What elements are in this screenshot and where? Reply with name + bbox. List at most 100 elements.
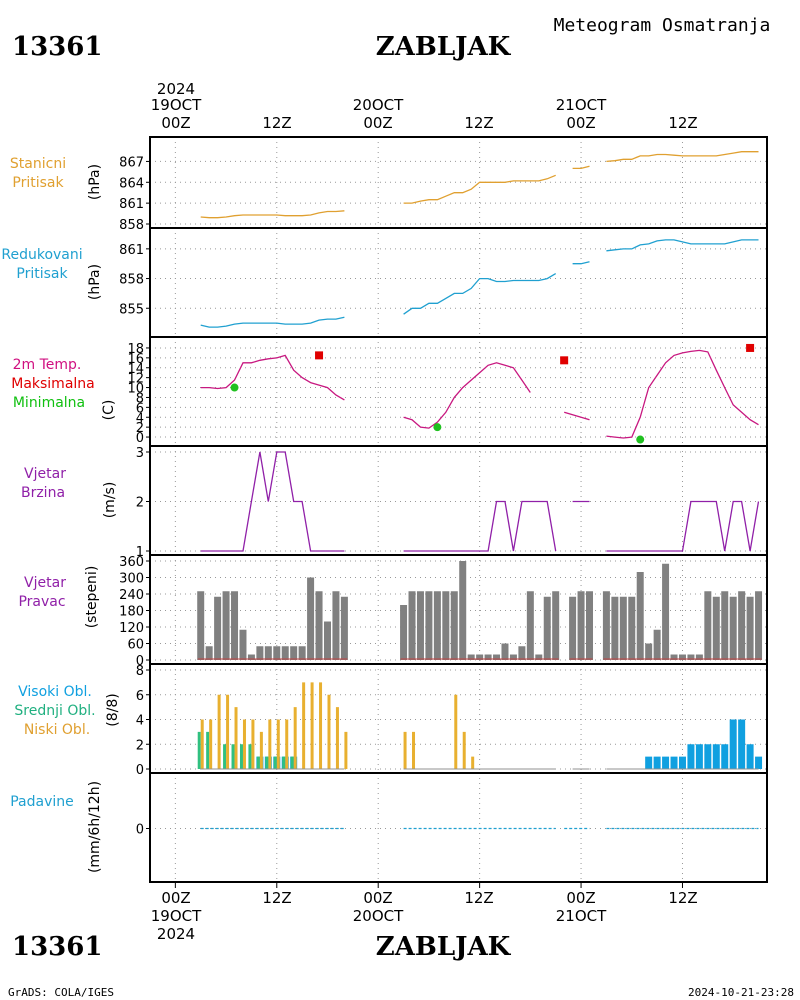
cloud-bar xyxy=(293,707,297,769)
cloud-bar xyxy=(319,682,323,769)
tmax-marker xyxy=(315,351,324,360)
wind-dir-bar xyxy=(721,591,729,660)
bottom-day-label-3: 21OCT xyxy=(556,907,607,925)
ytick-label: 1 xyxy=(136,545,144,560)
ytick-label: 2 xyxy=(136,496,144,511)
wind-dir-bar xyxy=(526,591,534,660)
wind-dir-bar xyxy=(315,591,323,660)
ytick-label: 4 xyxy=(136,411,144,426)
cloud-bar xyxy=(412,731,416,769)
series-line xyxy=(606,151,759,163)
wind-dir-bar xyxy=(746,596,754,660)
ytick-label: 0 xyxy=(136,823,144,838)
wind-dir-bar xyxy=(602,591,610,660)
cloud-bar xyxy=(197,731,201,769)
cloud-bar xyxy=(223,744,227,769)
cloud-bar xyxy=(712,744,720,769)
ytick-label: 0 xyxy=(136,431,144,446)
bottom-day-label-1: 19OCT xyxy=(151,907,202,925)
plot-panels: 8588618648678558588610246810121416181230… xyxy=(119,136,768,888)
cloud-bar xyxy=(259,731,263,769)
series-line xyxy=(403,174,556,204)
panel-reduced: 855 858 861 xyxy=(119,227,768,338)
bottom-hour-label-2: 12Z xyxy=(262,889,291,907)
wind-dir-bar xyxy=(755,591,763,660)
wind-dir-bar xyxy=(678,654,686,660)
panel-frame xyxy=(149,336,768,447)
top-day-label-2: 20OCT xyxy=(353,96,404,114)
series-line xyxy=(200,316,345,328)
ytick-label: 855 xyxy=(119,302,144,317)
wind-dir-bar xyxy=(290,646,298,660)
footer-station-name: ZABLJAK xyxy=(376,932,512,962)
wind-dir-bar xyxy=(273,646,281,660)
series-line xyxy=(200,354,345,401)
bottom-hour-label-3: 00Z xyxy=(363,889,392,907)
wind-dir-bar xyxy=(442,591,450,660)
bottom-day-label-2: 20OCT xyxy=(353,907,404,925)
wind-dir-bar xyxy=(476,654,484,660)
footer-credit: GrADS: COLA/IGES xyxy=(8,986,114,999)
cloud-bar xyxy=(695,744,703,769)
label-wind-dir-1: Vjetar xyxy=(24,575,66,591)
ytick-label: 0 xyxy=(136,654,144,669)
chart-title: Meteogram Osmatranja xyxy=(554,15,771,36)
cloud-bar xyxy=(273,756,277,769)
cloud-bar xyxy=(344,731,348,769)
series-line xyxy=(606,500,760,552)
panel-pressure: 858 861 864 867 xyxy=(119,136,768,233)
wind-dir-bar xyxy=(256,646,264,660)
unit-precip: (mm/6h/12h) xyxy=(87,781,103,873)
ytick-label: 3 xyxy=(136,446,144,461)
ytick-label: 0 xyxy=(136,763,144,778)
cloud-bar xyxy=(670,756,678,769)
label-pressure-1: Stanicni xyxy=(10,156,66,172)
wind-dir-bar xyxy=(197,591,205,660)
ytick-label: 861 xyxy=(119,197,144,212)
cloud-bar xyxy=(226,694,230,769)
wind-dir-bar xyxy=(552,591,560,660)
station-id: 13361 xyxy=(12,32,102,62)
wind-dir-bar xyxy=(340,596,348,660)
ytick-label: 858 xyxy=(119,218,144,233)
wind-dir-bar xyxy=(484,654,492,660)
ytick-label: 180 xyxy=(119,605,144,620)
cloud-bar xyxy=(746,744,754,769)
cloud-bar xyxy=(403,731,407,769)
cloud-bar xyxy=(200,719,204,769)
cloud-bar xyxy=(209,719,213,769)
series-line xyxy=(200,210,345,219)
top-day-label-1: 19OCT xyxy=(151,96,202,114)
label-wind-dir-2: Pravac xyxy=(18,594,65,610)
wind-dir-bar xyxy=(738,591,746,660)
ytick-label: 300 xyxy=(119,572,144,587)
label-temp-3: Minimalna xyxy=(13,395,85,411)
wind-dir-bar xyxy=(611,596,619,660)
ytick-label: 2 xyxy=(136,421,144,436)
top-day-label-3: 21OCT xyxy=(556,96,607,114)
cloud-bar xyxy=(206,731,210,769)
cloud-bar xyxy=(721,744,729,769)
label-temp-2: Maksimalna xyxy=(11,376,95,392)
wind-dir-bar xyxy=(467,654,475,660)
ytick-label: 4 xyxy=(136,714,144,729)
series-line xyxy=(606,349,759,439)
cloud-bar xyxy=(687,744,695,769)
top-hour-label-4: 12Z xyxy=(464,114,493,132)
ytick-label: 18 xyxy=(127,342,144,357)
wind-dir-bar xyxy=(712,596,720,660)
ytick-label: 120 xyxy=(119,621,144,636)
bottom-hour-label-6: 12Z xyxy=(668,889,697,907)
wind-dir-bar xyxy=(645,643,653,660)
ytick-label: 8 xyxy=(136,391,144,406)
cloud-bar xyxy=(729,719,737,769)
wind-dir-bar xyxy=(636,572,644,660)
footer-timestamp: 2024-10-21-23:28 xyxy=(688,986,794,999)
cloud-bar xyxy=(234,707,238,769)
cloud-bar xyxy=(327,694,331,769)
series-line xyxy=(564,411,590,421)
series-line xyxy=(572,261,590,265)
